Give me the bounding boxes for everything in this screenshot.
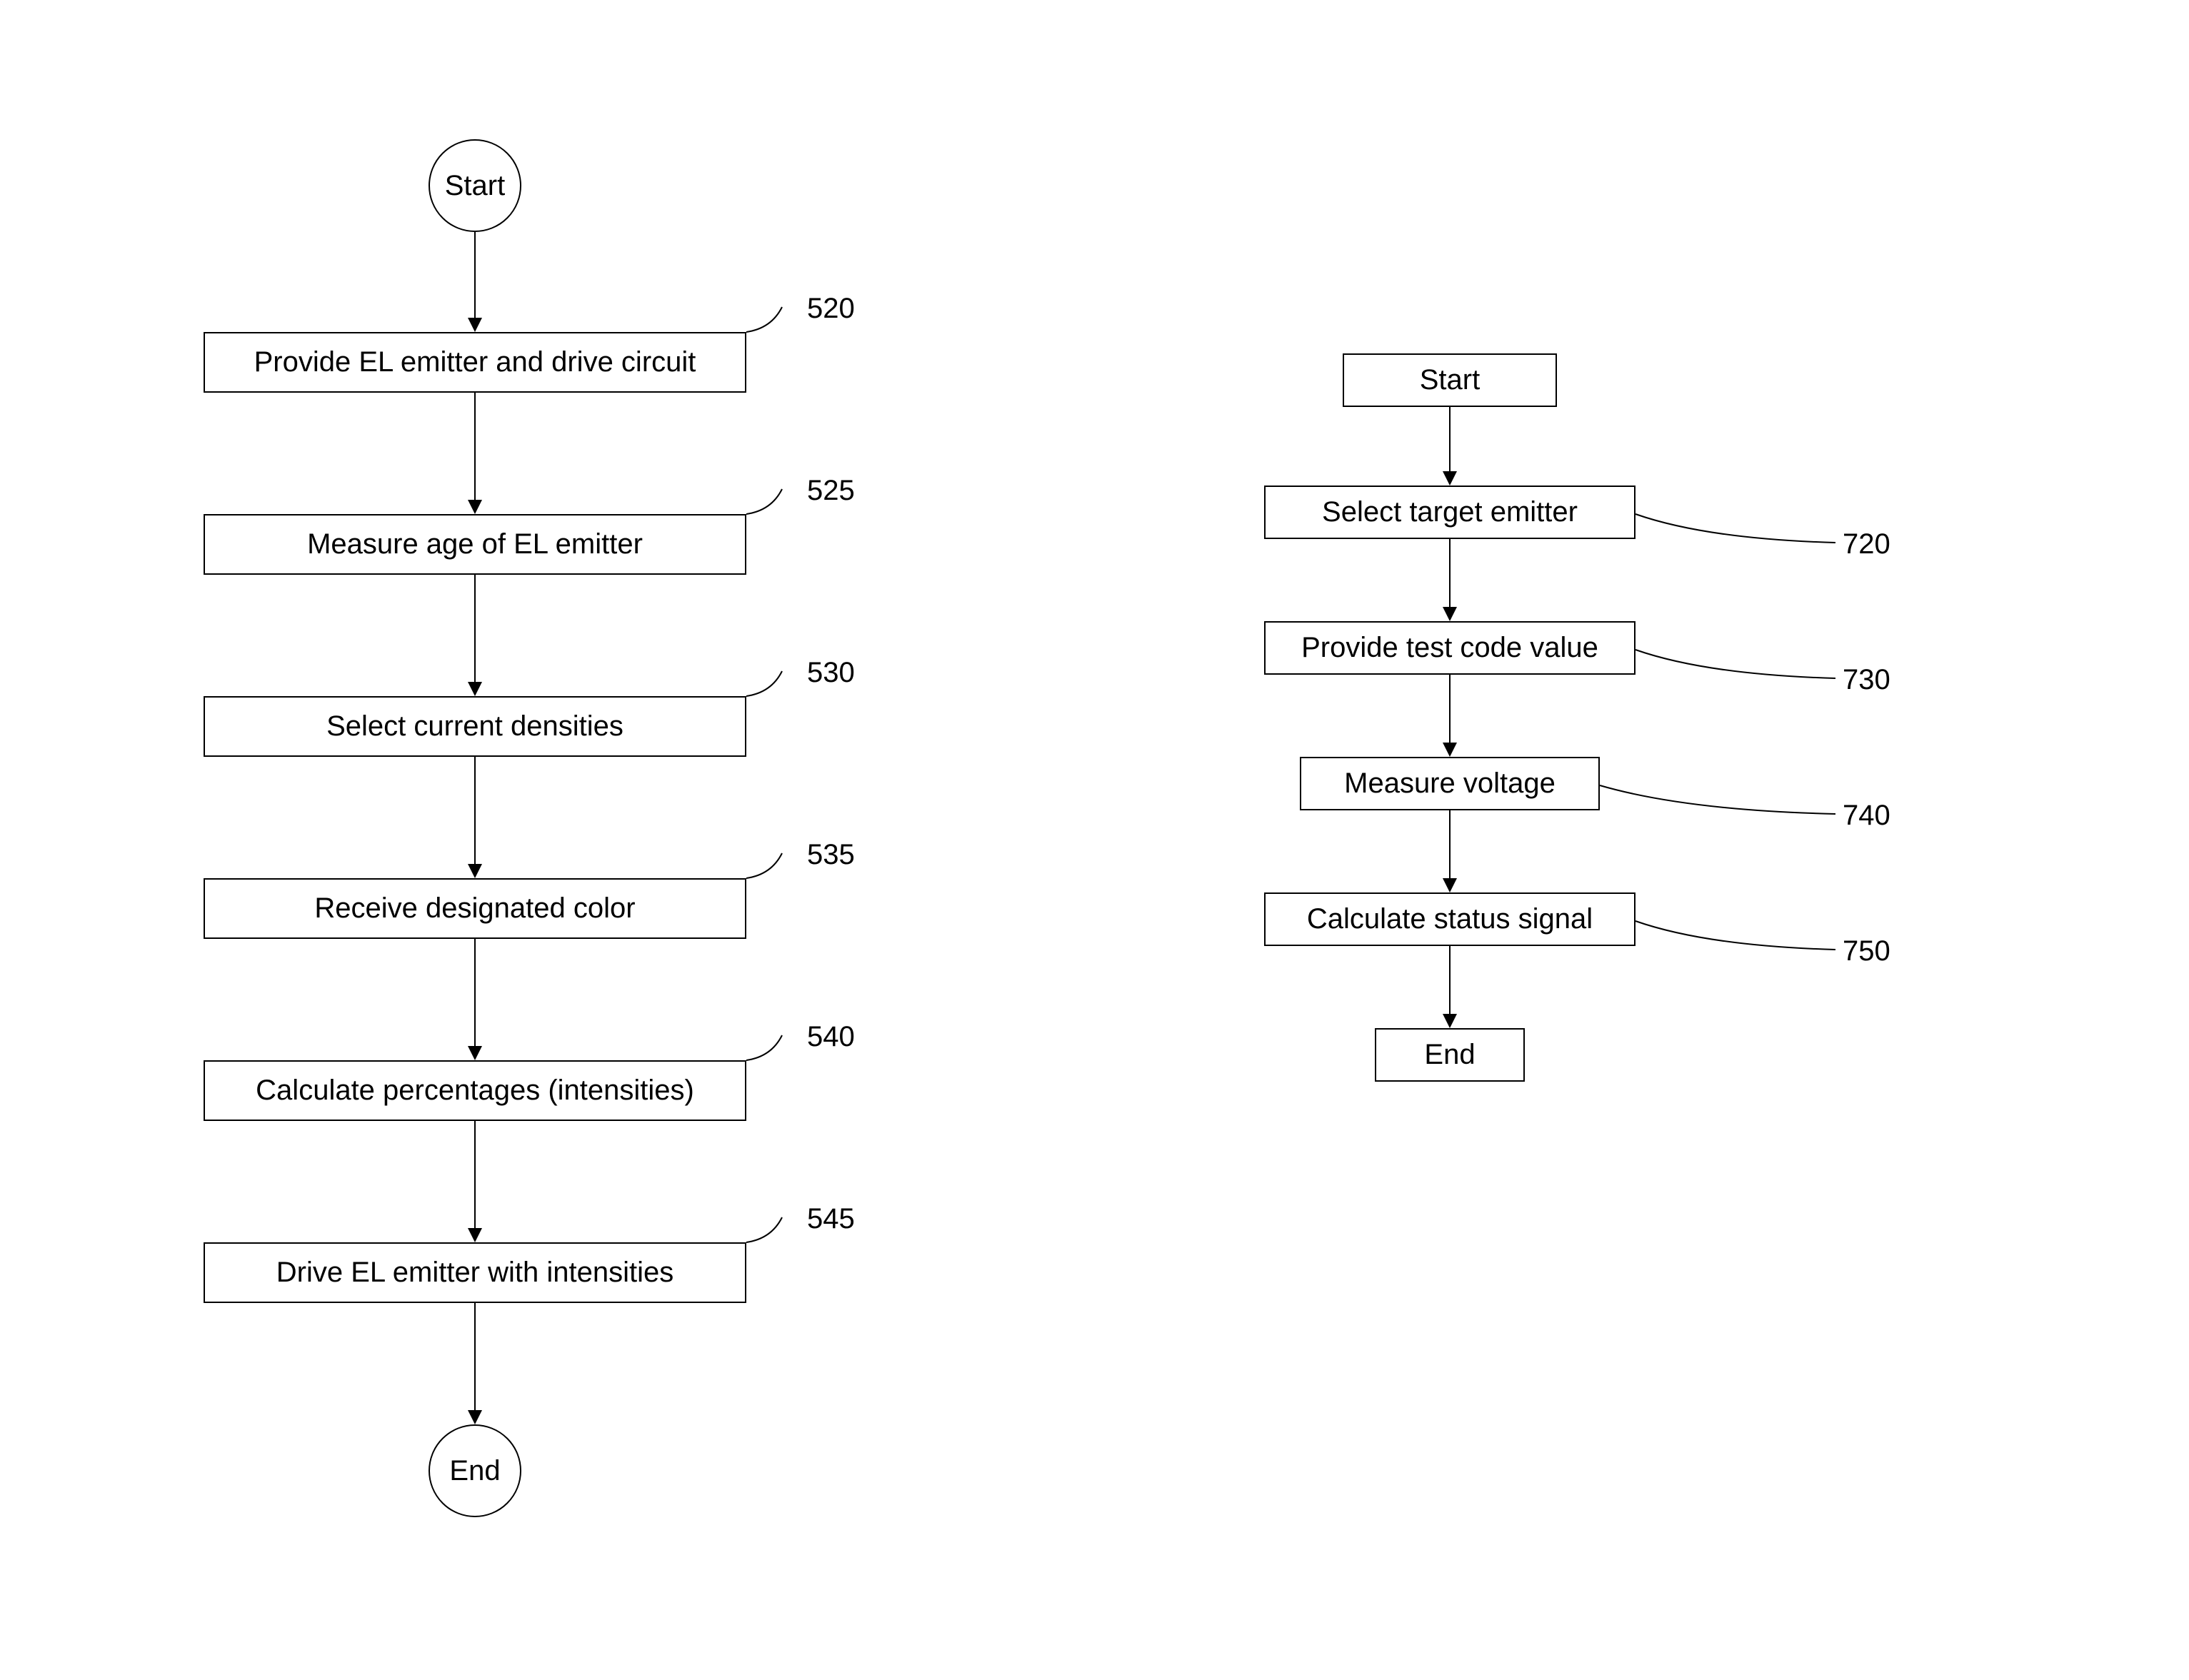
- ref-label-520: 520: [807, 293, 855, 325]
- edge-line: [1449, 675, 1451, 743]
- edge-arrow: [468, 1228, 482, 1242]
- edge-line: [474, 757, 476, 864]
- end-node-right: End: [1375, 1028, 1525, 1082]
- edge-arrow: [468, 1046, 482, 1060]
- node-530: Select current densities: [204, 696, 746, 757]
- node-720-label: Select target emitter: [1322, 496, 1578, 528]
- node-540-label: Calculate percentages (intensities): [256, 1075, 694, 1107]
- leader-750: [1636, 921, 1843, 964]
- edge-arrow: [468, 682, 482, 696]
- edge-line: [1449, 539, 1451, 607]
- leader-530: [746, 657, 803, 707]
- leader-740: [1600, 785, 1843, 828]
- ref-label-730: 730: [1843, 664, 1890, 696]
- node-530-label: Select current densities: [326, 710, 623, 743]
- diagram-container: Start Provide EL emitter and drive circu…: [0, 0, 2189, 1680]
- edge-arrow: [1443, 1014, 1457, 1028]
- ref-label-540: 540: [807, 1021, 855, 1053]
- node-535: Receive designated color: [204, 878, 746, 939]
- node-730: Provide test code value: [1264, 621, 1636, 675]
- ref-label-535: 535: [807, 839, 855, 871]
- node-540: Calculate percentages (intensities): [204, 1060, 746, 1121]
- start-node-left: Start: [429, 139, 521, 232]
- start-label-right: Start: [1420, 364, 1480, 396]
- edge-line: [1449, 407, 1451, 471]
- end-label-left: End: [449, 1455, 500, 1487]
- edge-arrow: [1443, 743, 1457, 757]
- leader-720: [1636, 514, 1843, 557]
- edge-arrow: [1443, 607, 1457, 621]
- node-520: Provide EL emitter and drive circuit: [204, 332, 746, 393]
- node-750-label: Calculate status signal: [1307, 903, 1593, 935]
- edge-line: [474, 393, 476, 500]
- leader-525: [746, 475, 803, 525]
- edge-arrow: [1443, 471, 1457, 486]
- node-525-label: Measure age of EL emitter: [307, 528, 643, 560]
- node-520-label: Provide EL emitter and drive circuit: [254, 346, 696, 378]
- leader-535: [746, 839, 803, 889]
- ref-label-530: 530: [807, 657, 855, 689]
- node-545: Drive EL emitter with intensities: [204, 1242, 746, 1303]
- ref-label-545: 545: [807, 1203, 855, 1235]
- edge-line: [474, 1121, 476, 1228]
- edge-arrow: [468, 318, 482, 332]
- end-label-right: End: [1424, 1039, 1475, 1071]
- ref-label-720: 720: [1843, 528, 1890, 560]
- node-750: Calculate status signal: [1264, 892, 1636, 946]
- edge-line: [474, 575, 476, 682]
- node-740: Measure voltage: [1300, 757, 1600, 810]
- edge-arrow: [468, 500, 482, 514]
- ref-label-525: 525: [807, 475, 855, 507]
- start-label-left: Start: [445, 170, 505, 202]
- edge-line: [474, 939, 476, 1046]
- edge-arrow: [1443, 878, 1457, 892]
- leader-545: [746, 1203, 803, 1253]
- edge-arrow: [468, 864, 482, 878]
- ref-label-740: 740: [1843, 800, 1890, 832]
- leader-730: [1636, 650, 1843, 693]
- edge-line: [1449, 810, 1451, 878]
- start-node-right: Start: [1343, 353, 1557, 407]
- node-730-label: Provide test code value: [1301, 632, 1598, 664]
- edge-line: [474, 1303, 476, 1410]
- node-535-label: Receive designated color: [314, 892, 635, 925]
- edge-line: [474, 232, 476, 318]
- edge-arrow: [468, 1410, 482, 1424]
- node-545-label: Drive EL emitter with intensities: [276, 1257, 673, 1289]
- node-740-label: Measure voltage: [1344, 768, 1556, 800]
- node-525: Measure age of EL emitter: [204, 514, 746, 575]
- leader-540: [746, 1021, 803, 1071]
- node-720: Select target emitter: [1264, 486, 1636, 539]
- edge-line: [1449, 946, 1451, 1014]
- end-node-left: End: [429, 1424, 521, 1517]
- leader-520: [746, 293, 803, 343]
- ref-label-750: 750: [1843, 935, 1890, 967]
